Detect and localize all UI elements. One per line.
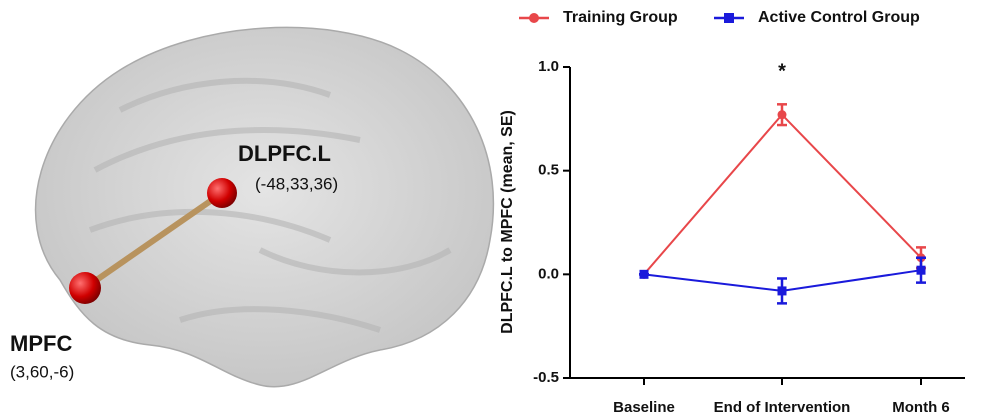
marker xyxy=(777,286,787,296)
region-label: DLPFC.L xyxy=(238,141,331,166)
brain-outline xyxy=(34,26,495,388)
legend-marker xyxy=(529,13,539,23)
y-tick-label: 1.0 xyxy=(538,58,559,75)
node-dlpfc xyxy=(207,178,237,208)
marker xyxy=(916,265,926,275)
region-coords: (3,60,-6) xyxy=(10,362,74,381)
marker xyxy=(639,269,649,279)
legend-label: Active Control Group xyxy=(758,9,920,26)
region-label: MPFC xyxy=(10,331,72,356)
y-tick-label: 0.5 xyxy=(538,162,559,179)
region-coords: (-48,33,36) xyxy=(255,174,338,193)
marker xyxy=(777,110,787,120)
node-mpfc xyxy=(69,272,101,304)
y-tick-label: 0.0 xyxy=(538,265,559,282)
series-line xyxy=(643,113,922,275)
brain-folds xyxy=(88,77,452,333)
annotation: * xyxy=(778,60,786,82)
legend-marker xyxy=(724,13,734,23)
x-tick-label: Baseline xyxy=(613,399,675,415)
brain: DLPFC.L (-48,33,36) MPFC (3,60,-6) xyxy=(10,26,495,388)
x-tick-label: Month 6 xyxy=(892,399,950,415)
connection xyxy=(83,190,224,291)
legend-label: Training Group xyxy=(563,9,678,26)
y-tick-label: -0.5 xyxy=(533,369,559,386)
x-tick-label: End of Intervention xyxy=(714,399,851,415)
y-axis-label: DLPFC.L to MPFC (mean, SE) xyxy=(499,110,516,334)
